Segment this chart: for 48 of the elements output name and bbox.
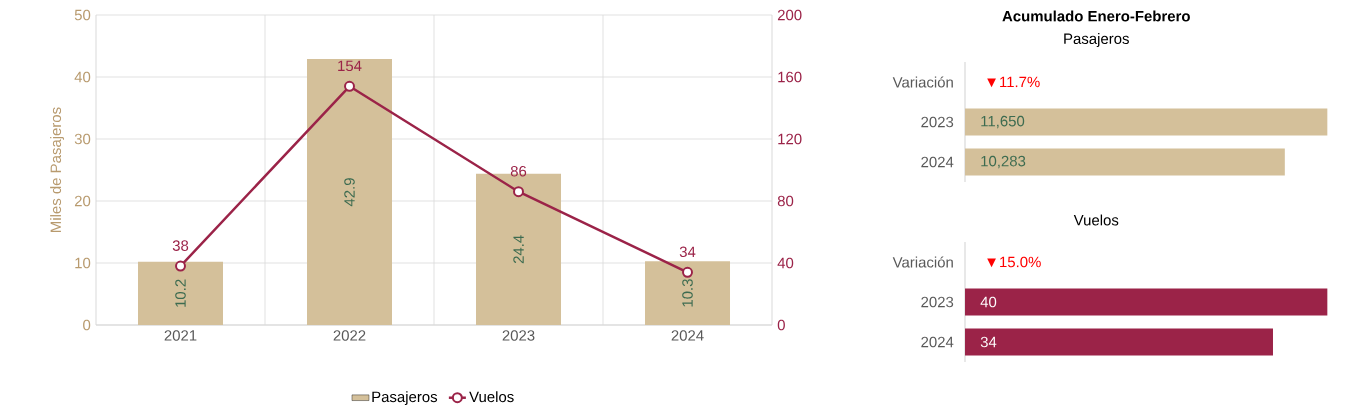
y-tick-label: 2023: [921, 116, 954, 128]
y-tick-label: 20: [74, 195, 91, 207]
data-label: 11,650: [981, 115, 1025, 129]
data-label: 34: [980, 336, 997, 348]
bar: [138, 261, 223, 325]
y-tick-label: 2023: [921, 296, 954, 308]
x-tick-label: 2024: [671, 330, 704, 341]
y2-tick-label: 120: [778, 133, 802, 145]
y2-tick-label: 200: [777, 9, 802, 21]
y-tick-label: Variación: [892, 76, 953, 88]
y-axis-title: Miles de Pasajeros: [50, 107, 65, 232]
point: [513, 186, 524, 198]
data-label: 10,283: [981, 155, 1026, 169]
legend-label: Vuelos: [469, 391, 514, 403]
data-label: 154: [338, 60, 362, 72]
data-label: 40: [980, 296, 997, 308]
x-tick-label: 2022: [333, 330, 366, 341]
annotation: ▼15.0%: [987, 256, 1041, 268]
data-label: 86: [510, 165, 527, 177]
data-label: 10.2: [175, 279, 186, 307]
x-tick-label: 2023: [502, 330, 535, 341]
y-tick-label: 50: [74, 9, 91, 21]
chart-subtitle: Pasajeros: [1064, 33, 1129, 47]
y-tick-label: 0: [83, 319, 91, 331]
y-tick-label: 2024: [921, 156, 954, 168]
data-label: 10.3: [682, 279, 693, 307]
data-label: 38: [172, 240, 189, 251]
chart-title: Vuelos: [1073, 214, 1119, 226]
y2-tick-label: 80: [777, 195, 794, 207]
y2-tick-label: 0: [777, 319, 785, 331]
data-label: 34: [679, 246, 696, 258]
y2-tick-label: 40: [777, 257, 794, 269]
y-tick-label: 40: [74, 71, 91, 83]
bar: [645, 261, 731, 325]
x-tick-label: 2021: [164, 330, 197, 341]
point: [682, 266, 693, 278]
legend-label: Pasajeros: [372, 391, 438, 406]
y2-tick-label: 160: [778, 71, 802, 83]
point: [175, 260, 186, 272]
y-tick-label: Variación: [892, 256, 953, 268]
data-label: 42.9: [344, 178, 355, 207]
point: [344, 80, 355, 92]
data-label: 24.4: [513, 235, 524, 264]
chart-title: Acumulado Enero-Febrero: [1002, 10, 1190, 22]
annotation: ▼11.7%: [987, 76, 1040, 88]
y-tick-label: 10: [75, 257, 91, 269]
y-tick-label: 30: [74, 133, 91, 145]
bar: [307, 59, 392, 325]
